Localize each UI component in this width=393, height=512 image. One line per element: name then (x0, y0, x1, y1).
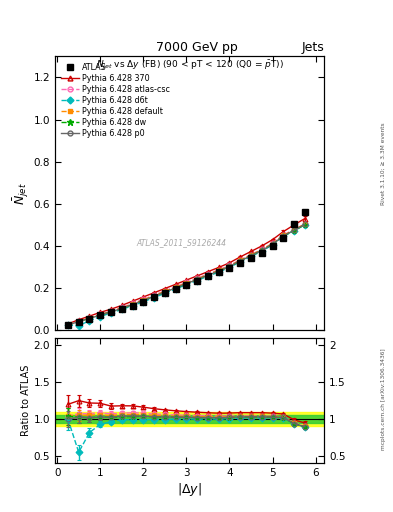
Legend: ATLAS, Pythia 6.428 370, Pythia 6.428 atlas-csc, Pythia 6.428 d6t, Pythia 6.428 : ATLAS, Pythia 6.428 370, Pythia 6.428 at… (59, 60, 173, 140)
Text: $N_{jet}$ vs $\Delta y$ (FB) (90 < pT < 120 (Q0 = $\bar{p}$T)): $N_{jet}$ vs $\Delta y$ (FB) (90 < pT < … (95, 59, 284, 72)
X-axis label: $|\Delta y|$: $|\Delta y|$ (177, 481, 202, 498)
Text: Rivet 3.1.10; ≥ 3.3M events: Rivet 3.1.10; ≥ 3.3M events (381, 122, 386, 205)
Bar (55, 415, 324, 423)
Y-axis label: Ratio to ATLAS: Ratio to ATLAS (21, 365, 31, 436)
Text: ATLAS_2011_S9126244: ATLAS_2011_S9126244 (136, 238, 226, 247)
Y-axis label: $\bar{N}_{jet}$: $\bar{N}_{jet}$ (11, 182, 31, 205)
Bar (55, 412, 324, 426)
Text: Jets: Jets (301, 41, 324, 54)
Text: 7000 GeV pp: 7000 GeV pp (156, 41, 237, 54)
Text: mcplots.cern.ch [arXiv:1306.3436]: mcplots.cern.ch [arXiv:1306.3436] (381, 349, 386, 450)
